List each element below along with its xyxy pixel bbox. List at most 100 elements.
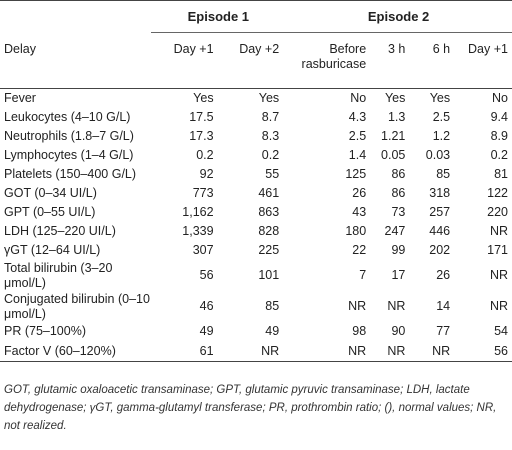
table-row: Platelets (150–400 G/L) 92 55 125 86 85 81 [0, 165, 512, 184]
delay-ep2-6h: 6 h [432, 42, 451, 56]
delay-ep1-day2: Day +2 [239, 42, 280, 56]
table-cell: NR [348, 343, 367, 358]
table-cell: Yes [258, 91, 280, 105]
table-cell: NR [261, 343, 280, 358]
table-cell: 98 [352, 324, 367, 338]
table-cell: NR [348, 299, 367, 313]
table-cell: 0.2 [490, 148, 508, 162]
table-cell: 2.5 [348, 129, 367, 143]
table-cell: NR [432, 343, 451, 358]
table-cell: 81 [494, 167, 508, 181]
table-row: Neutrophils (1.8–7 G/L) 17.3 8.3 2.5 1.21 1.2… [0, 127, 512, 146]
delay-ep2-3h: 3 h [387, 42, 406, 56]
table-row: PR (75–100%) 49 49 98 90 77 54 [0, 322, 512, 341]
table-cell: 101 [258, 268, 280, 282]
table-cell: 43 [352, 205, 367, 219]
table-cell: 86 [391, 167, 406, 181]
table-cell: 1,162 [182, 205, 214, 219]
row-label: PR (75–100%) [4, 324, 86, 338]
header-spacer [0, 1, 151, 33]
table-row: Lymphocytes (1–4 G/L) 0.2 0.2 1.4 0.05 0.03 0.… [0, 146, 512, 165]
row-label: γGT (12–64 UI/L) [4, 243, 101, 257]
table-row: Fever Yes Yes No Yes Yes No [0, 89, 512, 109]
table-cell: Yes [384, 91, 406, 105]
row-label: GOT (0–34 UI/L) [4, 186, 97, 200]
table-cell: 0.05 [381, 148, 406, 162]
row-label: LDH (125–220 UI/L) [4, 224, 116, 238]
delay-ep2-before: Before rasburicase [301, 42, 367, 71]
table-cell: 17.3 [189, 129, 214, 143]
table-cell: Yes [429, 91, 451, 105]
table-cell: 225 [258, 243, 280, 257]
table-cell: Yes [193, 91, 214, 105]
table-cell: 1.21 [381, 129, 406, 143]
table-cell: 122 [487, 186, 508, 200]
episode-header-row: Episode 1 Episode 2 [0, 0, 512, 33]
table-cell: 8.7 [261, 110, 280, 124]
delay-ep1-day1: Day +1 [173, 42, 214, 56]
table-row: GPT (0–55 UI/L) 1,162 863 43 73 257 220 [0, 203, 512, 222]
table-cell: 22 [352, 243, 367, 257]
row-label: Platelets (150–400 G/L) [4, 167, 137, 181]
table-row: LDH (125–220 UI/L) 1,339 828 180 247 446 NR [0, 222, 512, 241]
row-label: Total bilirubin (3–20 μmol/L) [4, 260, 113, 290]
delay-ep2-day1: Day +1 [468, 42, 508, 56]
table-row: Conjugated bilirubin (0–10 μmol/L) 46 85 NR… [0, 291, 512, 322]
table-cell: NR [489, 224, 508, 238]
table-cell: 1.4 [348, 148, 367, 162]
table-cell: 17.5 [189, 110, 214, 124]
table-cell: 90 [391, 324, 406, 338]
table-cell: 92 [199, 167, 214, 181]
table-cell: 8.9 [490, 129, 508, 143]
table-cell: 85 [436, 167, 451, 181]
table-cell: 56 [199, 268, 214, 282]
row-label: Conjugated bilirubin (0–10 μmol/L) [4, 291, 150, 321]
table-row: GOT (0–34 UI/L) 773 461 26 86 318 122 [0, 184, 512, 203]
table-cell: 55 [265, 167, 280, 181]
table-cell: 180 [345, 224, 367, 238]
table-cell: 7 [359, 268, 367, 282]
table-cell: 828 [258, 224, 280, 238]
table-cell: No [350, 91, 367, 105]
table-cell: 8.3 [261, 129, 280, 143]
table-row: γGT (12–64 UI/L) 307 225 22 99 202 171 [0, 241, 512, 260]
table-cell: 46 [199, 299, 214, 313]
lab-results-table: Episode 1 Episode 2 Delay Day +1 Day +2 … [0, 0, 512, 362]
row-label: Lymphocytes (1–4 G/L) [4, 148, 134, 162]
row-label: Neutrophils (1.8–7 G/L) [4, 129, 134, 143]
table-cell: 85 [265, 299, 280, 313]
table-cell: 1,339 [182, 224, 214, 238]
table-cell: 220 [487, 205, 508, 219]
table-cell: 26 [352, 186, 367, 200]
table-row: Factor V (60–120%) 61 NR NR NR NR 56 [0, 341, 512, 362]
table-cell: 73 [391, 205, 406, 219]
table-cell: 461 [258, 186, 280, 200]
table-cell: 171 [487, 243, 508, 257]
table-cell: 125 [345, 167, 367, 181]
episode1-header: Episode 1 [151, 0, 286, 33]
table-cell: 77 [436, 324, 451, 338]
table-cell: 0.03 [425, 148, 451, 162]
table-cell: 202 [429, 243, 451, 257]
table-cell: 17 [391, 268, 406, 282]
table-cell: 247 [384, 224, 406, 238]
table-cell: 0.2 [196, 148, 214, 162]
table-cell: 773 [192, 186, 214, 200]
table-cell: 61 [199, 343, 214, 358]
table-cell: 307 [192, 243, 214, 257]
delay-header-row: Delay Day +1 Day +2 Before rasburicase 3… [0, 33, 512, 89]
table-cell: 446 [429, 224, 451, 238]
episode2-header: Episode 2 [285, 0, 512, 33]
table-cell: 257 [429, 205, 451, 219]
table-cell: 99 [391, 243, 406, 257]
row-label: GPT (0–55 UI/L) [4, 205, 96, 219]
row-label: Factor V (60–120%) [4, 343, 116, 358]
table-cell: NR [387, 343, 406, 358]
table-row: Total bilirubin (3–20 μmol/L) 56 101 7 17 26 N… [0, 260, 512, 291]
table-footnote: GOT, glutamic oxaloacetic transaminase; … [4, 384, 497, 432]
table-cell: 86 [391, 186, 406, 200]
table-cell: NR [387, 299, 406, 313]
delay-label: Delay [4, 41, 36, 56]
table-cell: NR [489, 299, 508, 313]
table-cell: 26 [436, 268, 451, 282]
